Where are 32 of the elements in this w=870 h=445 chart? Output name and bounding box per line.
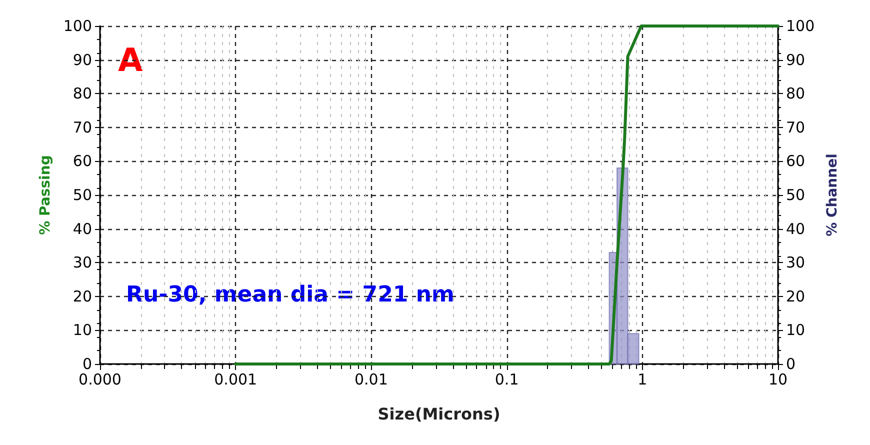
y2-tick-label: 60: [786, 152, 806, 170]
y2-tick-label: 20: [786, 287, 806, 306]
y2-tick-label: 80: [786, 84, 806, 103]
y-tick-label: 10: [72, 321, 92, 340]
y2-tick-label: 50: [786, 186, 806, 204]
y2-tick-label: 30: [786, 254, 806, 272]
y2-tick-label: 90: [786, 50, 806, 69]
y-tick-label: 60: [72, 152, 92, 170]
x-tick-label: 0.1: [494, 370, 519, 388]
y-tick-label: 100: [63, 17, 92, 35]
y2-tick-label: 40: [786, 220, 806, 238]
annotation: A: [118, 41, 143, 79]
x-tick-label: 0.000: [78, 370, 122, 388]
y2-tick-label: 100: [786, 17, 815, 35]
y-tick-label: 50: [72, 186, 92, 204]
x-tick-label: 0.01: [354, 370, 388, 388]
y-tick-label: 40: [72, 220, 92, 238]
y-tick-label: 20: [72, 287, 92, 306]
y-tick-label: 90: [72, 50, 92, 69]
y-axis-title: % Passing: [37, 155, 54, 235]
y2-axis-title: % Channel: [824, 154, 841, 236]
x-axis-title: Size(Microns): [378, 404, 500, 424]
x-tick-label: 0.001: [214, 370, 258, 388]
y-tick-label: 80: [72, 84, 92, 103]
x-tick-label: 10: [768, 370, 788, 388]
y-tick-label: 70: [72, 118, 92, 136]
y2-tick-label: 10: [786, 321, 806, 340]
y2-tick-label: 70: [786, 118, 806, 136]
x-tick-label: 1: [638, 370, 648, 388]
y2-tick-label: 0: [786, 355, 796, 373]
y-tick-label: 0: [82, 355, 92, 373]
y-tick-label: 30: [72, 254, 92, 272]
